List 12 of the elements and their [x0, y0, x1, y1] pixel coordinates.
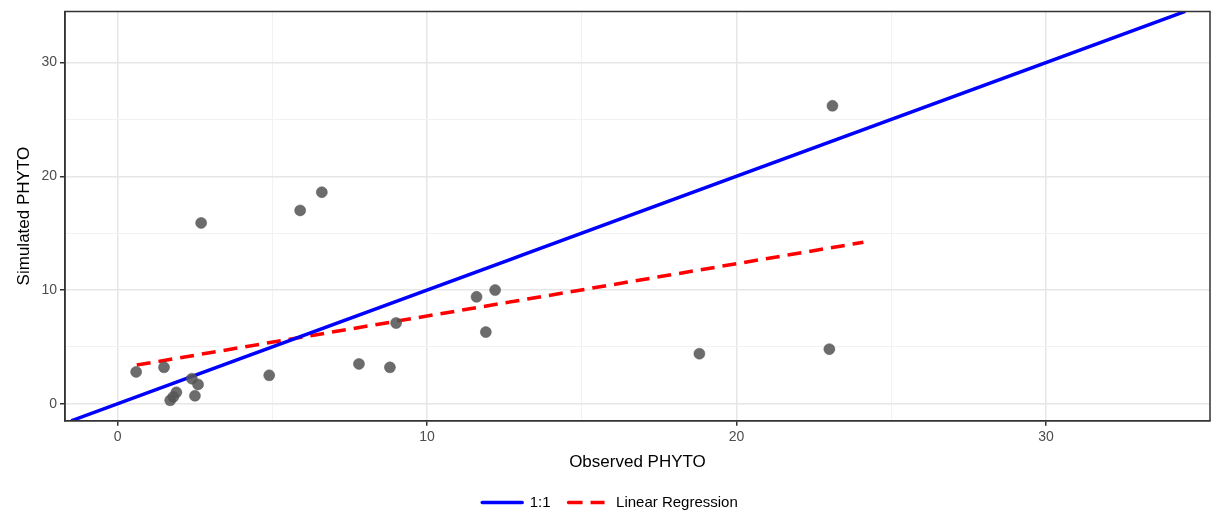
- x-tick-label: 10: [419, 428, 436, 445]
- y-tick-label: 10: [41, 280, 58, 297]
- y-tick-label: 30: [41, 53, 58, 70]
- y-axis-title: Simulated PHYTO: [13, 146, 33, 286]
- y-tick-label: 0: [49, 394, 58, 411]
- y-tick-label: 20: [41, 167, 58, 184]
- x-tick-label: 20: [728, 428, 745, 445]
- x-axis-title: Observed PHYTO: [569, 452, 706, 472]
- x-tick-label: 30: [1038, 428, 1054, 445]
- x-tick-label: 0: [113, 428, 122, 445]
- legend-label: 1:1: [529, 492, 551, 510]
- legend-label: Linear Regression: [616, 492, 738, 510]
